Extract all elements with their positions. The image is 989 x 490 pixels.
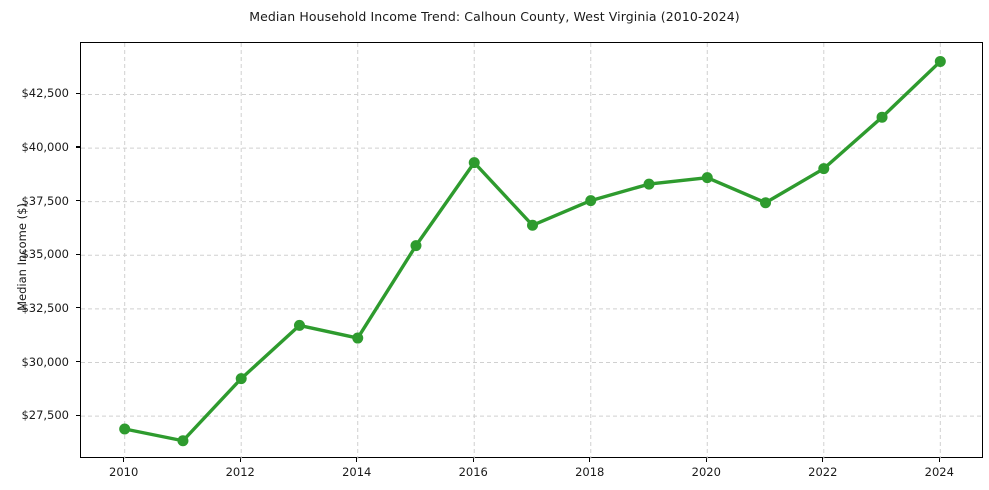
income-line-series [122,59,943,443]
y-tick-mark [76,200,80,202]
data-point-marker[interactable] [643,178,655,190]
y-tick-label: $30,000 [21,354,69,369]
data-point-marker[interactable] [701,172,713,184]
y-tick-label: $42,500 [21,86,69,101]
data-point-marker[interactable] [235,373,247,385]
x-tick-label: 2010 [109,465,139,479]
x-tick-mark [356,458,358,462]
x-tick-mark [705,458,707,462]
x-tick-label: 2018 [575,465,605,479]
y-tick-label: $32,500 [21,300,69,315]
data-point-marker[interactable] [527,219,538,231]
y-tick-label: $37,500 [21,193,69,208]
x-tick-label: 2012 [225,465,255,479]
data-point-marker[interactable] [119,423,131,435]
x-tick-mark [239,458,241,462]
income-trend-line [122,59,943,443]
data-point-marker[interactable] [177,435,189,447]
x-tick-mark [123,458,125,462]
y-tick-mark [76,253,80,255]
x-tick-label: 2024 [924,465,954,479]
y-tick-mark [76,92,80,95]
y-tick-label: $35,000 [21,247,69,262]
data-point-marker[interactable] [818,163,830,175]
data-point-marker[interactable] [934,55,946,67]
data-point-marker[interactable] [293,319,305,331]
y-tick-label: $27,500 [21,408,69,423]
x-tick-mark [472,458,474,462]
data-point-marker[interactable] [410,240,422,252]
x-tick-mark [822,458,824,462]
line-chart-svg [81,43,984,459]
x-tick-label: 2016 [458,465,488,479]
plot-area [80,42,984,459]
x-tick-mark [589,458,591,462]
income-data-markers [119,55,946,447]
data-point-marker[interactable] [760,197,772,209]
x-tick-label: 2020 [691,465,721,479]
y-tick-mark [76,360,80,363]
y-tick-mark [76,307,80,309]
x-tick-label: 2014 [342,465,372,479]
gridlines [81,43,984,459]
y-tick-label: $40,000 [21,140,69,155]
y-tick-mark [76,146,80,148]
y-tick-mark [76,414,80,416]
chart-title: Median Household Income Trend: Calhoun C… [249,9,740,24]
data-point-marker[interactable] [585,195,597,207]
x-tick-mark [938,458,940,462]
data-point-marker[interactable] [352,332,364,344]
data-point-marker[interactable] [876,111,888,123]
x-tick-label: 2022 [808,465,838,479]
data-point-marker[interactable] [468,157,480,169]
